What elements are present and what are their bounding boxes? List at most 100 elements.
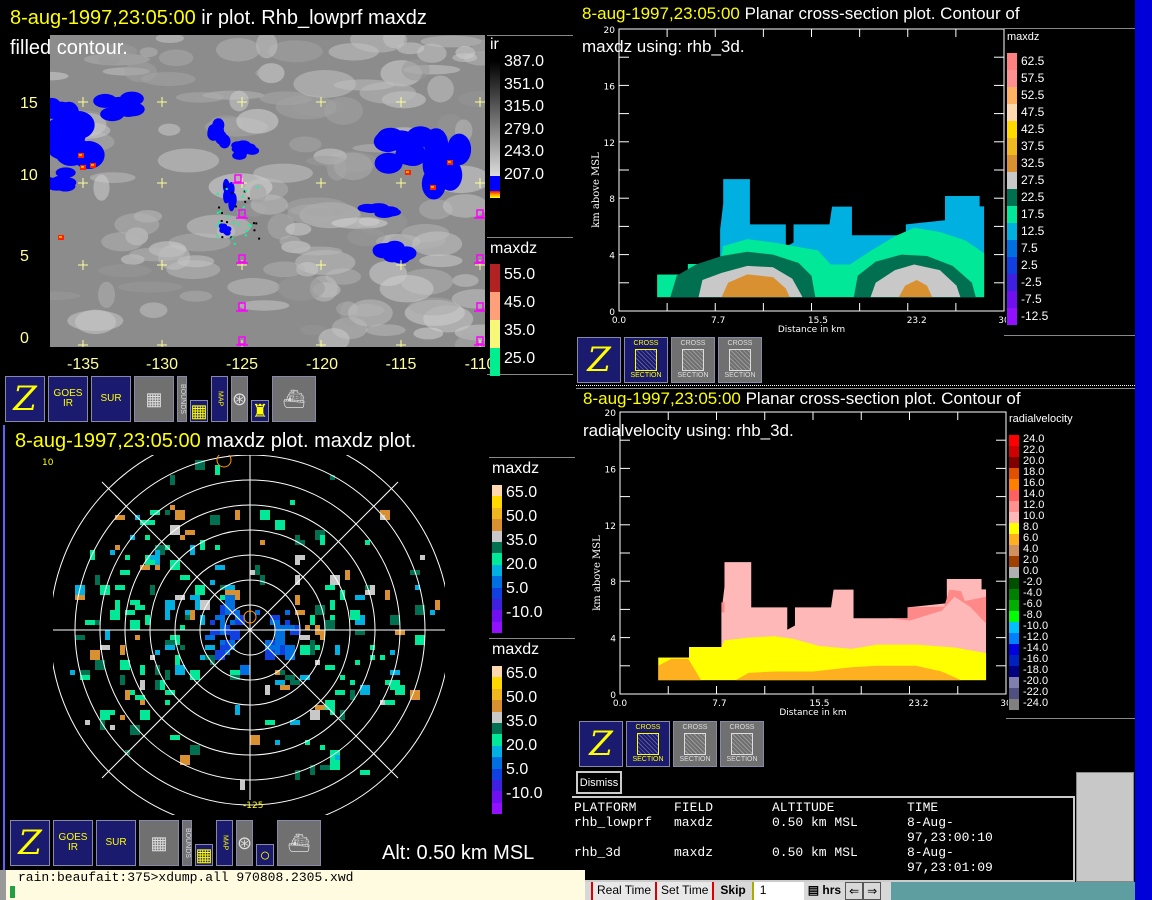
colorbar-swatch	[492, 587, 502, 599]
terminal-scrollbar[interactable]	[0, 870, 6, 900]
cross-section-button[interactable]: CROSS SECTION	[626, 721, 670, 767]
reflectivity-echo	[80, 670, 90, 675]
y-tick-label: 8	[610, 578, 616, 588]
radar-plot-window: 8-aug-1997,23:05:00 maxdz plot. maxdz pl…	[3, 425, 575, 870]
button-bottom-label: SECTION	[726, 756, 758, 763]
sur-tool-button[interactable]: SUR	[96, 820, 136, 866]
skip-button[interactable]: Skip	[714, 882, 754, 900]
reflectivity-echo	[220, 640, 225, 645]
grid-cross	[157, 340, 167, 347]
cloud	[289, 136, 322, 153]
skip-value-field[interactable]: 1	[753, 882, 804, 900]
reflectivity-echo	[265, 720, 275, 725]
radar-echo	[218, 221, 221, 224]
cross-section-button[interactable]: CROSS SECTION	[673, 721, 717, 767]
table-cell: 0.50 km MSL	[772, 845, 858, 860]
cross-section-button[interactable]: CROSS SECTION	[718, 337, 762, 383]
circle-tool-button[interactable]: ○	[256, 844, 274, 866]
ship-tool-button[interactable]: ⛴	[277, 820, 321, 866]
reflectivity-echo	[115, 585, 125, 590]
y-tick-label: 0	[609, 308, 615, 318]
legend-label: 45.0	[504, 294, 536, 311]
colorbar-swatch	[1009, 611, 1019, 622]
colorbar-swatch	[1009, 534, 1019, 545]
reflectivity-echo	[290, 645, 295, 655]
radar-echo	[245, 230, 248, 233]
reflectivity-echo	[330, 600, 335, 610]
rings-tool-button[interactable]: ⊛	[236, 820, 253, 866]
cloud	[50, 71, 69, 81]
reflectivity-echo	[190, 745, 200, 755]
button-bottom-label: SECTION	[632, 756, 664, 763]
ir-legend: ir 387.0 351.0 315.0 279.0 243.0 207.0	[487, 35, 573, 235]
terminal-line: rain:beaufait:375>xdump.all 970808.2305.…	[18, 870, 354, 885]
unit-selector[interactable]: ▤ hrs	[804, 882, 845, 900]
grid-small-tool-button[interactable]: ▦	[190, 400, 208, 422]
grid-tool-button[interactable]: ▦	[134, 376, 174, 422]
column-header: ALTITUDE	[772, 800, 835, 815]
reflectivity-echo	[280, 670, 285, 675]
cross-section-plot[interactable]: 20 16 12 8 4 00.0 7.7 15.5 23.2 30 Distance in km k…	[576, 0, 1006, 335]
legend-label: 42.5	[1021, 121, 1045, 136]
reflectivity-echo	[130, 620, 140, 630]
colorbar-swatch	[1007, 274, 1017, 291]
buoy-icon	[236, 209, 248, 219]
map-tool-button[interactable]: MAP	[216, 820, 233, 866]
z-tool-button[interactable]: Z	[577, 337, 621, 383]
maxdz-legend: maxdz 55.0 45.0 35.0 25.0	[487, 237, 573, 376]
sur-tool-button[interactable]: SUR	[91, 376, 131, 422]
x-tick-label: 30	[998, 316, 1006, 326]
cloud	[93, 174, 110, 201]
cross-section-button[interactable]: CROSS SECTION	[720, 721, 764, 767]
colorbar-swatch	[1009, 677, 1019, 688]
y-tick-label: 0	[610, 691, 616, 701]
ship-tool-button[interactable]: ⛴	[272, 376, 316, 422]
radar-ppi-plot[interactable]	[5, 455, 485, 815]
step-back-button[interactable]: ⇐	[845, 882, 864, 900]
buoy-tool-button[interactable]: ♜	[251, 400, 269, 422]
legend-label: -12.5	[1021, 308, 1049, 323]
reflectivity-echo	[370, 645, 375, 650]
reflectivity-echo	[340, 590, 345, 600]
step-forward-button[interactable]: ⇒	[863, 882, 882, 900]
grid-small-tool-button[interactable]: ▦	[195, 844, 213, 866]
cross-section-button[interactable]: CROSS SECTION	[624, 337, 668, 383]
set-time-button[interactable]: Set Time	[657, 882, 715, 900]
legend-label: 55.0	[504, 266, 536, 283]
legend-label: 22.5	[1021, 189, 1045, 204]
goes-ir-tool-button[interactable]: GOES IR	[53, 820, 93, 866]
radialvelocity-legend: radialvelocity 24.0 22.0 20.0 18.0 16.0 14.0 12…	[1006, 412, 1135, 719]
reflectivity-echo	[165, 610, 170, 620]
reflectivity-echo	[200, 540, 205, 550]
reflectivity-echo	[140, 665, 145, 675]
legend-label: 4.0	[1023, 543, 1039, 555]
ir-image[interactable]	[50, 35, 485, 347]
button-top-label: CROSS	[633, 340, 659, 347]
x-tick-label: -135	[66, 356, 100, 373]
z-tool-button[interactable]: Z	[5, 376, 45, 422]
grid-tool-button[interactable]: ▦	[139, 820, 179, 866]
contour-32.5	[721, 274, 790, 298]
reflectivity-echo	[415, 585, 420, 590]
bounds-tool-button[interactable]: BOUNDS	[182, 820, 192, 866]
bounds-tool-button[interactable]: BOUNDS	[177, 376, 187, 422]
cross-section-button[interactable]: CROSS SECTION	[671, 337, 715, 383]
colorbar-swatch	[1009, 655, 1019, 666]
colorbar-swatch	[1007, 206, 1017, 223]
z-tool-button[interactable]: Z	[579, 721, 623, 767]
map-tool-button[interactable]: MAP	[211, 376, 228, 422]
cross-section-plot[interactable]: 20 16 12 8 4 00.0 7.7 15.5 23.2 30 Distance in km k…	[576, 389, 1008, 719]
rings-tool-button[interactable]: ⊛	[231, 376, 248, 422]
legend-title: maxdz	[492, 641, 540, 658]
cold-cloud-top	[113, 100, 138, 115]
real-time-button[interactable]: Real Time	[593, 882, 658, 900]
dismiss-button[interactable]: Dismiss	[576, 771, 622, 794]
colorbar-swatch	[1007, 189, 1017, 206]
z-tool-button[interactable]: Z	[10, 820, 50, 866]
goes-ir-tool-button[interactable]: GOES IR	[48, 376, 88, 422]
time-slider[interactable]	[891, 882, 1135, 900]
terminal-window[interactable]: rain:beaufait:375>xdump.all 970808.2305.…	[0, 870, 585, 900]
reflectivity-echo	[195, 600, 200, 610]
cloud	[50, 291, 81, 301]
cold-cloud-top	[55, 167, 76, 178]
